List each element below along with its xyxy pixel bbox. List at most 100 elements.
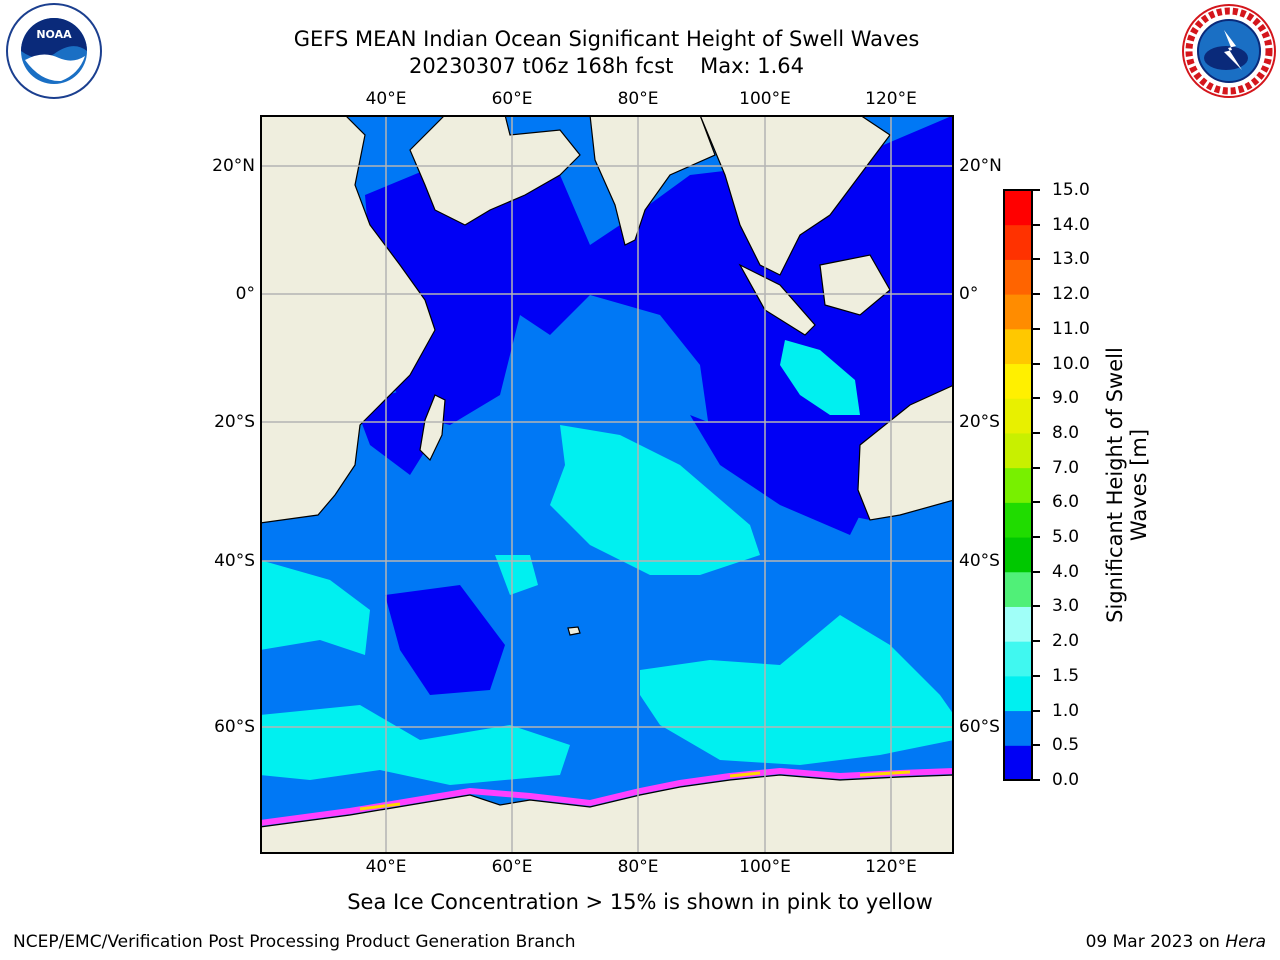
colorbar-tick-label: 12.0 (1052, 284, 1090, 305)
colorbar-segment (1004, 710, 1032, 746)
colorbar-segment (1004, 502, 1032, 538)
map-title: GEFS MEAN Indian Ocean Significant Heigh… (293, 27, 920, 51)
calm-region-west-australia (690, 415, 860, 535)
colorbar-tick-mark (1033, 744, 1040, 747)
map-panel (260, 115, 954, 854)
colorbar-tick-mark (1033, 189, 1040, 191)
colorbar-segment (1004, 432, 1032, 469)
noaa-logo: NOAA (6, 3, 102, 99)
footer-machine: Hera (1225, 932, 1266, 952)
colorbar-tick-label: 10.0 (1052, 353, 1090, 374)
colorbar-tick-label: 0.5 (1052, 735, 1080, 756)
map-frame (260, 115, 954, 854)
colorbar-tick-mark (1033, 605, 1040, 608)
colorbar-tick-mark (1033, 397, 1040, 400)
lon-tick-top: 40°E (365, 89, 407, 109)
colorbar-segment (1004, 190, 1032, 226)
sea-ice-edge (260, 767, 954, 826)
lat-tick-left: 20°S (214, 412, 255, 432)
colorbar-tick-mark (1033, 362, 1040, 365)
colorbar-tick-label: 5.0 (1052, 527, 1080, 548)
swell-area-southwest (260, 560, 370, 655)
colorbar-segment (1004, 675, 1032, 712)
kerguelen-island (567, 626, 581, 636)
sea-ice-note: Sea Ice Concentration > 15% is shown in … (347, 890, 933, 914)
lat-tick-left: 40°S (214, 551, 255, 571)
footer-credit: NCEP/EMC/Verification Post Processing Pr… (13, 932, 576, 952)
land (260, 115, 954, 854)
colorbar-segment (1004, 641, 1032, 677)
colorbar-tick-label: 7.0 (1052, 457, 1080, 478)
colorbar-tick-mark (1033, 570, 1040, 573)
australia (857, 384, 954, 521)
lon-tick-top: 60°E (491, 89, 533, 109)
lat-tick-right: 60°S (959, 717, 1000, 737)
colorbar-segment (1004, 259, 1032, 295)
colorbar-label-line2: Waves [m] (1127, 428, 1151, 542)
lat-tick-right: 20°S (959, 412, 1000, 432)
colorbar-tick-mark (1033, 293, 1040, 296)
colorbar-tick-label: 8.0 (1052, 422, 1080, 443)
colorbar-tick-mark (1033, 779, 1040, 781)
colorbar-tick-label: 0.0 (1052, 770, 1080, 790)
arabia (409, 115, 581, 226)
southeast-asia (699, 115, 891, 276)
colorbar-segment (1004, 363, 1032, 399)
footer-date-text: 09 Mar 2023 on (1085, 932, 1226, 952)
africa (260, 115, 436, 524)
colorbar-tick-mark (1033, 431, 1040, 434)
lat-tick-left: 0° (235, 284, 255, 304)
colorbar-tick-mark (1033, 258, 1040, 261)
swell-area-south (260, 705, 570, 785)
colorbar-tick-label: 1.5 (1052, 665, 1080, 686)
colorbar-tick-label: 14.0 (1052, 214, 1090, 235)
lat-tick-left: 60°S (214, 717, 255, 737)
lon-tick-bottom: 120°E (865, 857, 917, 877)
colorbar-label-line1: Significant Height of Swell (1103, 347, 1127, 623)
lon-tick-top: 120°E (865, 89, 917, 109)
lat-tick-right: 0° (959, 284, 979, 304)
colorbar-tick-label: 6.0 (1052, 492, 1080, 513)
india (589, 115, 716, 246)
svg-text:NOAA: NOAA (36, 28, 72, 41)
colorbar-tick-mark (1033, 223, 1040, 226)
antarctica (260, 774, 954, 854)
lon-tick-top: 80°E (617, 89, 659, 109)
map-subtitle: 20230307 t06z 168h fcst Max: 1.64 (408, 54, 805, 78)
colorbar-segment (1004, 328, 1032, 365)
lon-tick-bottom: 100°E (739, 857, 791, 877)
colorbar-tick-label: 11.0 (1052, 318, 1090, 339)
lon-tick-bottom: 80°E (617, 857, 659, 877)
madagascar (419, 394, 446, 462)
colorbar-tick-label: 4.0 (1052, 561, 1080, 582)
colorbar-tick-label: 3.0 (1052, 596, 1080, 617)
sea-ice-high (359, 770, 911, 811)
borneo (819, 254, 891, 316)
colorbar (1003, 189, 1033, 781)
colorbar-segment (1004, 571, 1032, 607)
colorbar-segment (1004, 224, 1032, 260)
colorbar-segment (1004, 745, 1032, 781)
colorbar-tick-label: 9.0 (1052, 388, 1080, 409)
colorbar-tick-mark (1033, 674, 1040, 677)
lat-tick-left: 20°N (212, 156, 255, 176)
lat-tick-right: 40°S (959, 551, 1000, 571)
colorbar-tick-mark (1033, 327, 1040, 330)
lat-tick-right: 20°N (959, 156, 1002, 176)
colorbar-segment (1004, 537, 1032, 573)
lon-tick-bottom: 60°E (491, 857, 533, 877)
colorbar-segment (1004, 467, 1032, 503)
colorbar-tick-label: 13.0 (1052, 249, 1090, 270)
colorbar-tick-label: 1.0 (1052, 700, 1080, 721)
lon-tick-bottom: 40°E (365, 857, 407, 877)
colorbar-segment (1004, 606, 1032, 642)
colorbar-tick-label: 15.0 (1052, 180, 1090, 200)
map-grid (260, 115, 954, 854)
footer-date: 09 Mar 2023 on Hera (1086, 932, 1266, 952)
colorbar-label: Significant Height of Swell Waves [m] (1103, 275, 1151, 695)
colorbar-tick-mark (1033, 501, 1040, 504)
nws-logo (1182, 4, 1276, 98)
lon-tick-top: 100°E (739, 89, 791, 109)
colorbar-segment (1004, 398, 1032, 434)
colorbar-tick-mark (1033, 466, 1040, 469)
